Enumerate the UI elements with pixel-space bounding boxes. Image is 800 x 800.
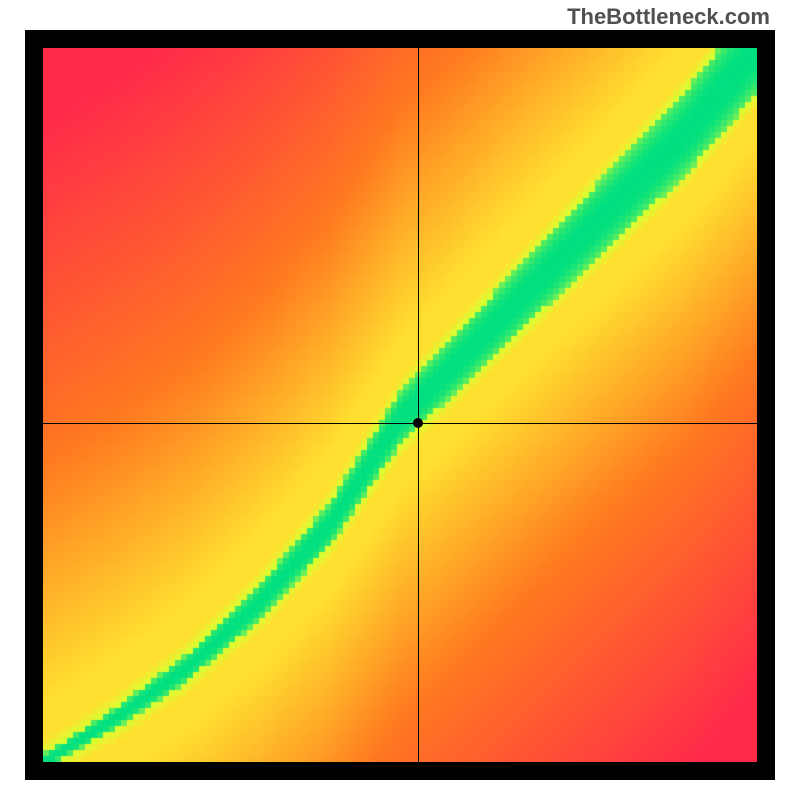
marker-dot <box>413 418 423 428</box>
crosshair-vertical <box>418 48 419 762</box>
heatmap-canvas <box>43 48 757 762</box>
container: TheBottleneck.com <box>0 0 800 800</box>
plot-area <box>43 48 757 762</box>
watermark: TheBottleneck.com <box>567 4 770 30</box>
crosshair-horizontal <box>43 423 757 424</box>
chart-frame <box>25 30 775 780</box>
